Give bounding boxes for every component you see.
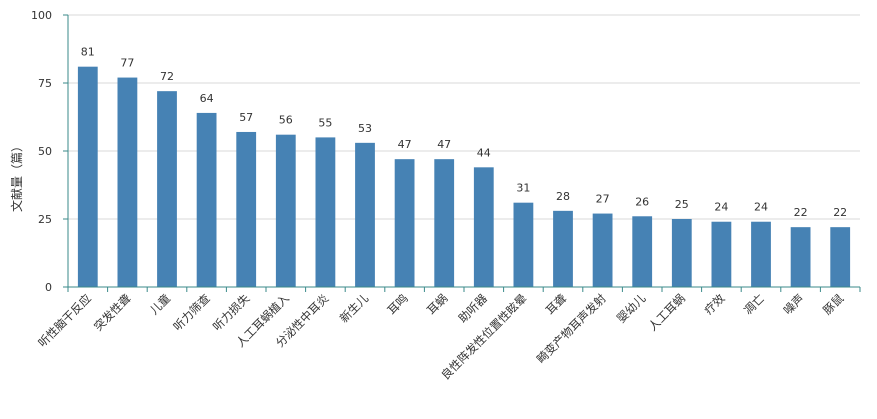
data-label: 31 [516,182,530,195]
data-label: 22 [833,206,847,219]
x-tick-label: 耳蜗 [424,291,450,317]
y-axis-label: 文献量（篇） [9,140,24,212]
data-label: 28 [556,190,570,203]
data-label: 77 [120,57,134,70]
bars [77,66,851,288]
data-label: 22 [794,206,808,219]
x-tick-label: 新生儿 [337,291,372,326]
gridlines [68,14,860,220]
bar [830,227,851,287]
bar [632,216,653,287]
x-tick-label: 畸变产物耳声发射 [534,291,609,366]
data-label: 24 [754,201,768,214]
x-tick-label: 噪声 [781,291,807,317]
data-label: 25 [675,198,689,211]
x-tick-label: 凋亡 [741,291,767,317]
bar [434,159,455,287]
bar [117,77,138,287]
data-label: 27 [596,193,610,206]
x-tick-label: 耳聋 [543,291,570,318]
bar [196,112,217,287]
y-tick-label: 25 [38,213,52,226]
bar [355,142,375,287]
data-label: 81 [81,46,95,59]
bar [553,210,573,287]
bar [711,221,732,287]
x-tick-label: 豚鼠 [820,291,847,318]
bar [751,221,771,287]
x-tick-label: 儿童 [147,291,173,317]
data-label: 47 [437,138,451,151]
bar [473,167,494,287]
data-labels: 81 77 72 64 57 56 55 53 47 47 44 31 28 27 26 25 24 24 22 22 [81,46,847,219]
bar [790,227,811,287]
bar [77,66,98,288]
y-tick-label: 100 [31,9,52,22]
x-tick-label: 听性脑干反应 [35,291,94,350]
data-label: 26 [635,195,649,208]
bar [671,219,692,287]
data-label: 47 [398,138,412,151]
data-label: 53 [358,122,372,135]
bar [315,137,336,287]
data-label: 56 [279,114,293,127]
x-tick-label: 耳鸣 [385,291,411,317]
x-tick-label: 婴幼儿 [614,291,649,326]
data-label: 24 [714,201,728,214]
data-label: 57 [239,111,253,124]
x-tick-label: 助听器 [456,291,491,326]
y-tick-label: 0 [45,281,52,294]
x-tick-label: 突发性聋 [91,291,134,334]
bar [394,159,415,287]
x-tick-label: 人工耳蜗 [645,291,687,333]
bar [592,213,613,287]
bar [157,91,177,287]
x-tick-label: 听力筛查 [170,291,213,334]
bar [275,134,296,287]
data-label: 55 [318,116,332,129]
bar [236,131,257,287]
x-tick-label: 疗效 [701,291,728,318]
y-tick-label: 50 [38,145,52,158]
data-label: 64 [200,92,214,105]
data-label: 44 [477,146,491,159]
y-tick-label: 75 [38,77,52,90]
bar [513,202,534,287]
data-label: 72 [160,70,174,83]
